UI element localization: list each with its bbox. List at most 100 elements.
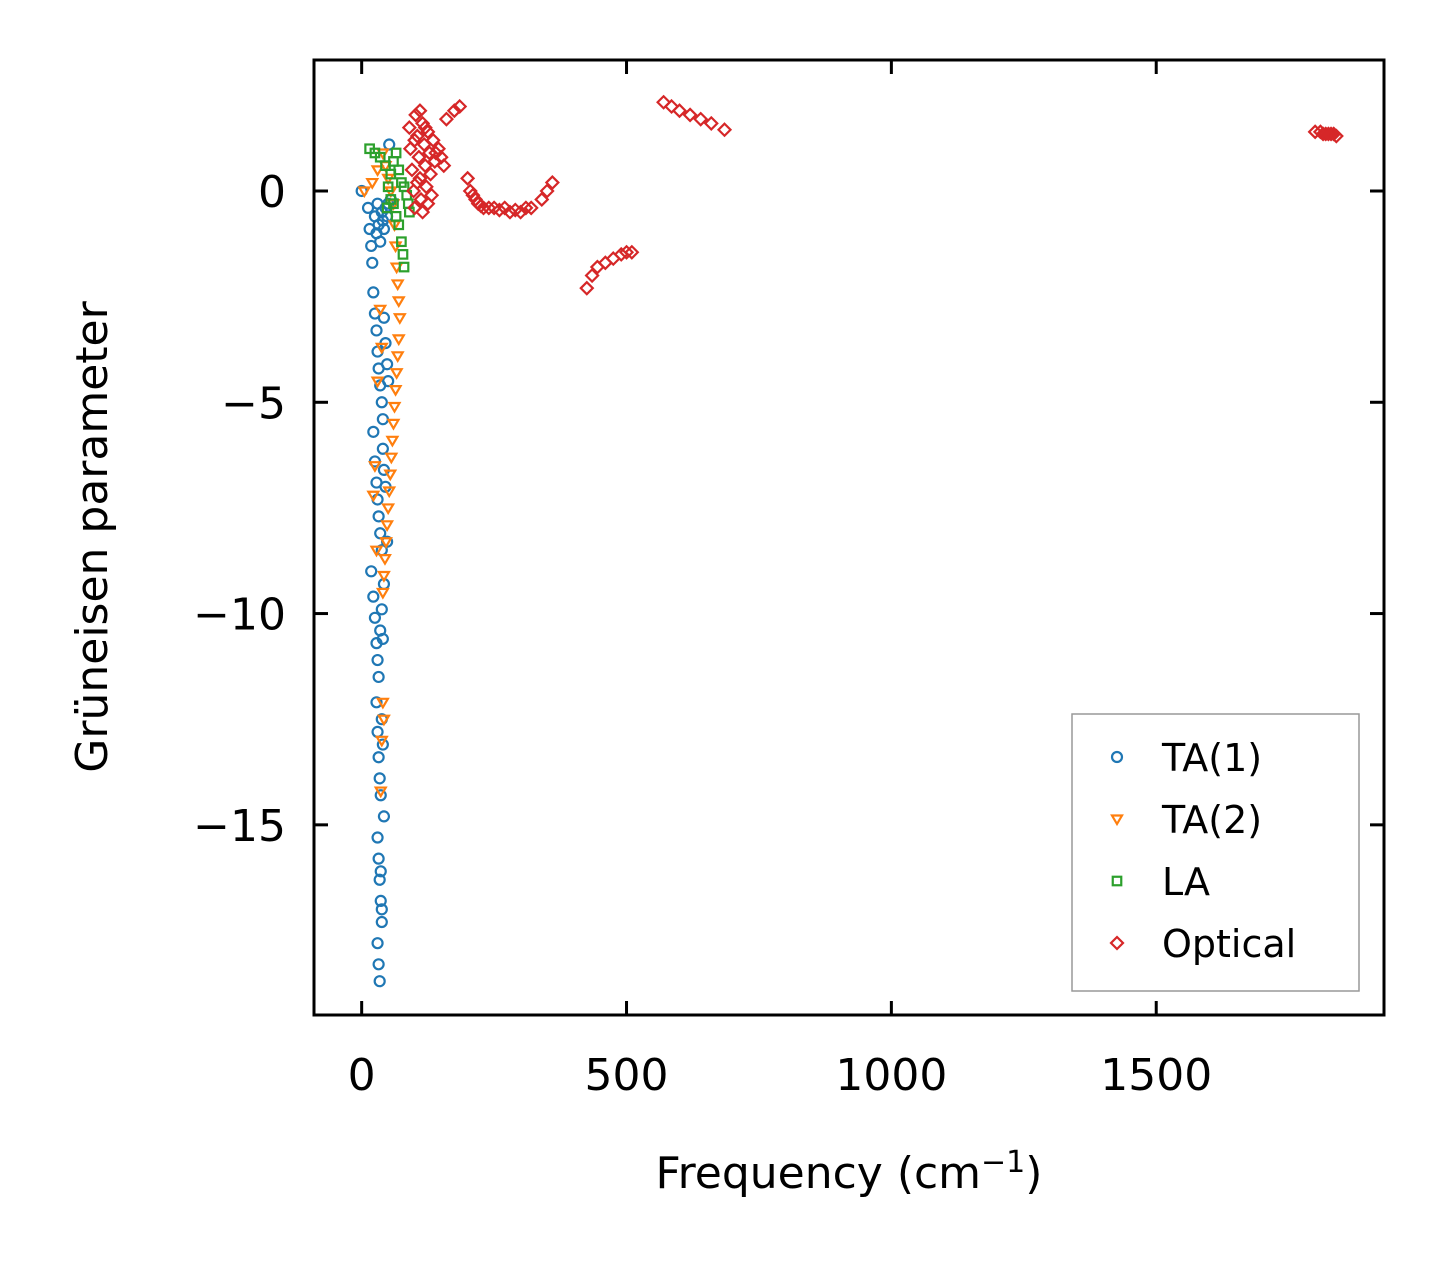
data-point [377, 222, 391, 236]
data-point [716, 122, 733, 138]
data-point [438, 111, 454, 127]
data-point [412, 170, 428, 186]
data-point [579, 280, 595, 296]
data-point [390, 210, 402, 222]
data-point [518, 200, 534, 216]
data-point [371, 831, 384, 844]
data-point [383, 138, 396, 151]
data-point [388, 385, 403, 397]
legend-label: TA(1) [1161, 736, 1262, 780]
data-point [502, 204, 518, 220]
data-point [383, 469, 398, 482]
data-point [366, 256, 379, 269]
data-point [390, 279, 405, 292]
legend-marker [1109, 935, 1125, 951]
data-point [370, 324, 383, 337]
data-point [412, 103, 428, 119]
data-point [372, 958, 385, 971]
data-point [397, 249, 409, 260]
x-axis-label-superscript: −1 [981, 1145, 1025, 1180]
data-point [391, 296, 406, 309]
data-point [375, 587, 390, 600]
data-point [365, 177, 380, 190]
data-point [415, 115, 431, 131]
data-point [452, 98, 468, 115]
data-point [390, 147, 402, 159]
data-marks [355, 94, 1344, 988]
data-point [382, 181, 394, 193]
plot-frame [312, 58, 1386, 1017]
data-point [365, 565, 378, 578]
data-point [398, 261, 410, 273]
legend-marker [1110, 814, 1124, 827]
data-point [408, 107, 424, 123]
data-point [375, 603, 388, 616]
data-point [417, 120, 433, 136]
x-tick-label: 1000 [835, 1050, 947, 1101]
data-point [367, 425, 380, 438]
data-point [374, 789, 387, 802]
data-point [523, 200, 539, 216]
y-tick-label: 0 [258, 167, 286, 218]
data-point [422, 166, 439, 182]
data-point [693, 111, 709, 127]
legend-entry: TA(1) [1110, 736, 1262, 780]
data-point [367, 590, 380, 603]
legend-label: TA(2) [1161, 798, 1262, 842]
data-point [656, 94, 672, 110]
data-point [475, 200, 492, 216]
data-point [1328, 128, 1344, 144]
data-point [375, 697, 390, 710]
data-point [371, 937, 384, 950]
data-point [373, 873, 386, 886]
legend-marker [1110, 750, 1124, 764]
data-point [390, 351, 405, 363]
x-tick-label: 0 [348, 1050, 376, 1101]
data-point [396, 236, 407, 248]
axis-ticks: 0 500 1000 1500 0 −5 −10 −15 [193, 60, 1384, 1101]
data-point [420, 196, 436, 212]
data-point [618, 244, 635, 260]
data-point [384, 452, 399, 465]
data-point [373, 304, 388, 317]
data-point [376, 442, 389, 455]
data-point [374, 235, 387, 248]
data-point [624, 244, 640, 260]
data-point [357, 186, 372, 199]
data-point [446, 103, 462, 119]
data-point [378, 554, 392, 566]
data-point [584, 267, 600, 284]
legend-marker [1111, 875, 1123, 887]
data-point [367, 286, 380, 299]
x-tick-label: 1500 [1100, 1050, 1212, 1101]
legend: TA(1) TA(2) LA Optical [1071, 713, 1360, 992]
data-point [671, 103, 688, 119]
data-point [369, 545, 384, 558]
data-point [1320, 126, 1336, 142]
data-point [387, 401, 402, 414]
data-point [374, 342, 389, 355]
data-point [401, 120, 417, 136]
data-point [407, 200, 423, 216]
data-point [682, 107, 698, 123]
data-point [389, 368, 404, 380]
data-point [370, 165, 385, 178]
data-point [462, 183, 478, 199]
legend-label: LA [1162, 860, 1210, 904]
data-point [376, 570, 391, 583]
data-point [413, 191, 429, 208]
data-point [371, 653, 384, 667]
data-point [513, 204, 529, 220]
data-point [411, 149, 427, 165]
data-point [407, 132, 423, 148]
data-point [382, 486, 397, 499]
data-point [381, 202, 393, 214]
data-point [491, 202, 507, 218]
data-point [374, 894, 387, 908]
data-point [372, 852, 385, 865]
data-point [368, 611, 382, 624]
data-point [370, 696, 383, 709]
data-point [376, 738, 389, 751]
data-point [481, 200, 497, 216]
data-point [539, 183, 555, 199]
